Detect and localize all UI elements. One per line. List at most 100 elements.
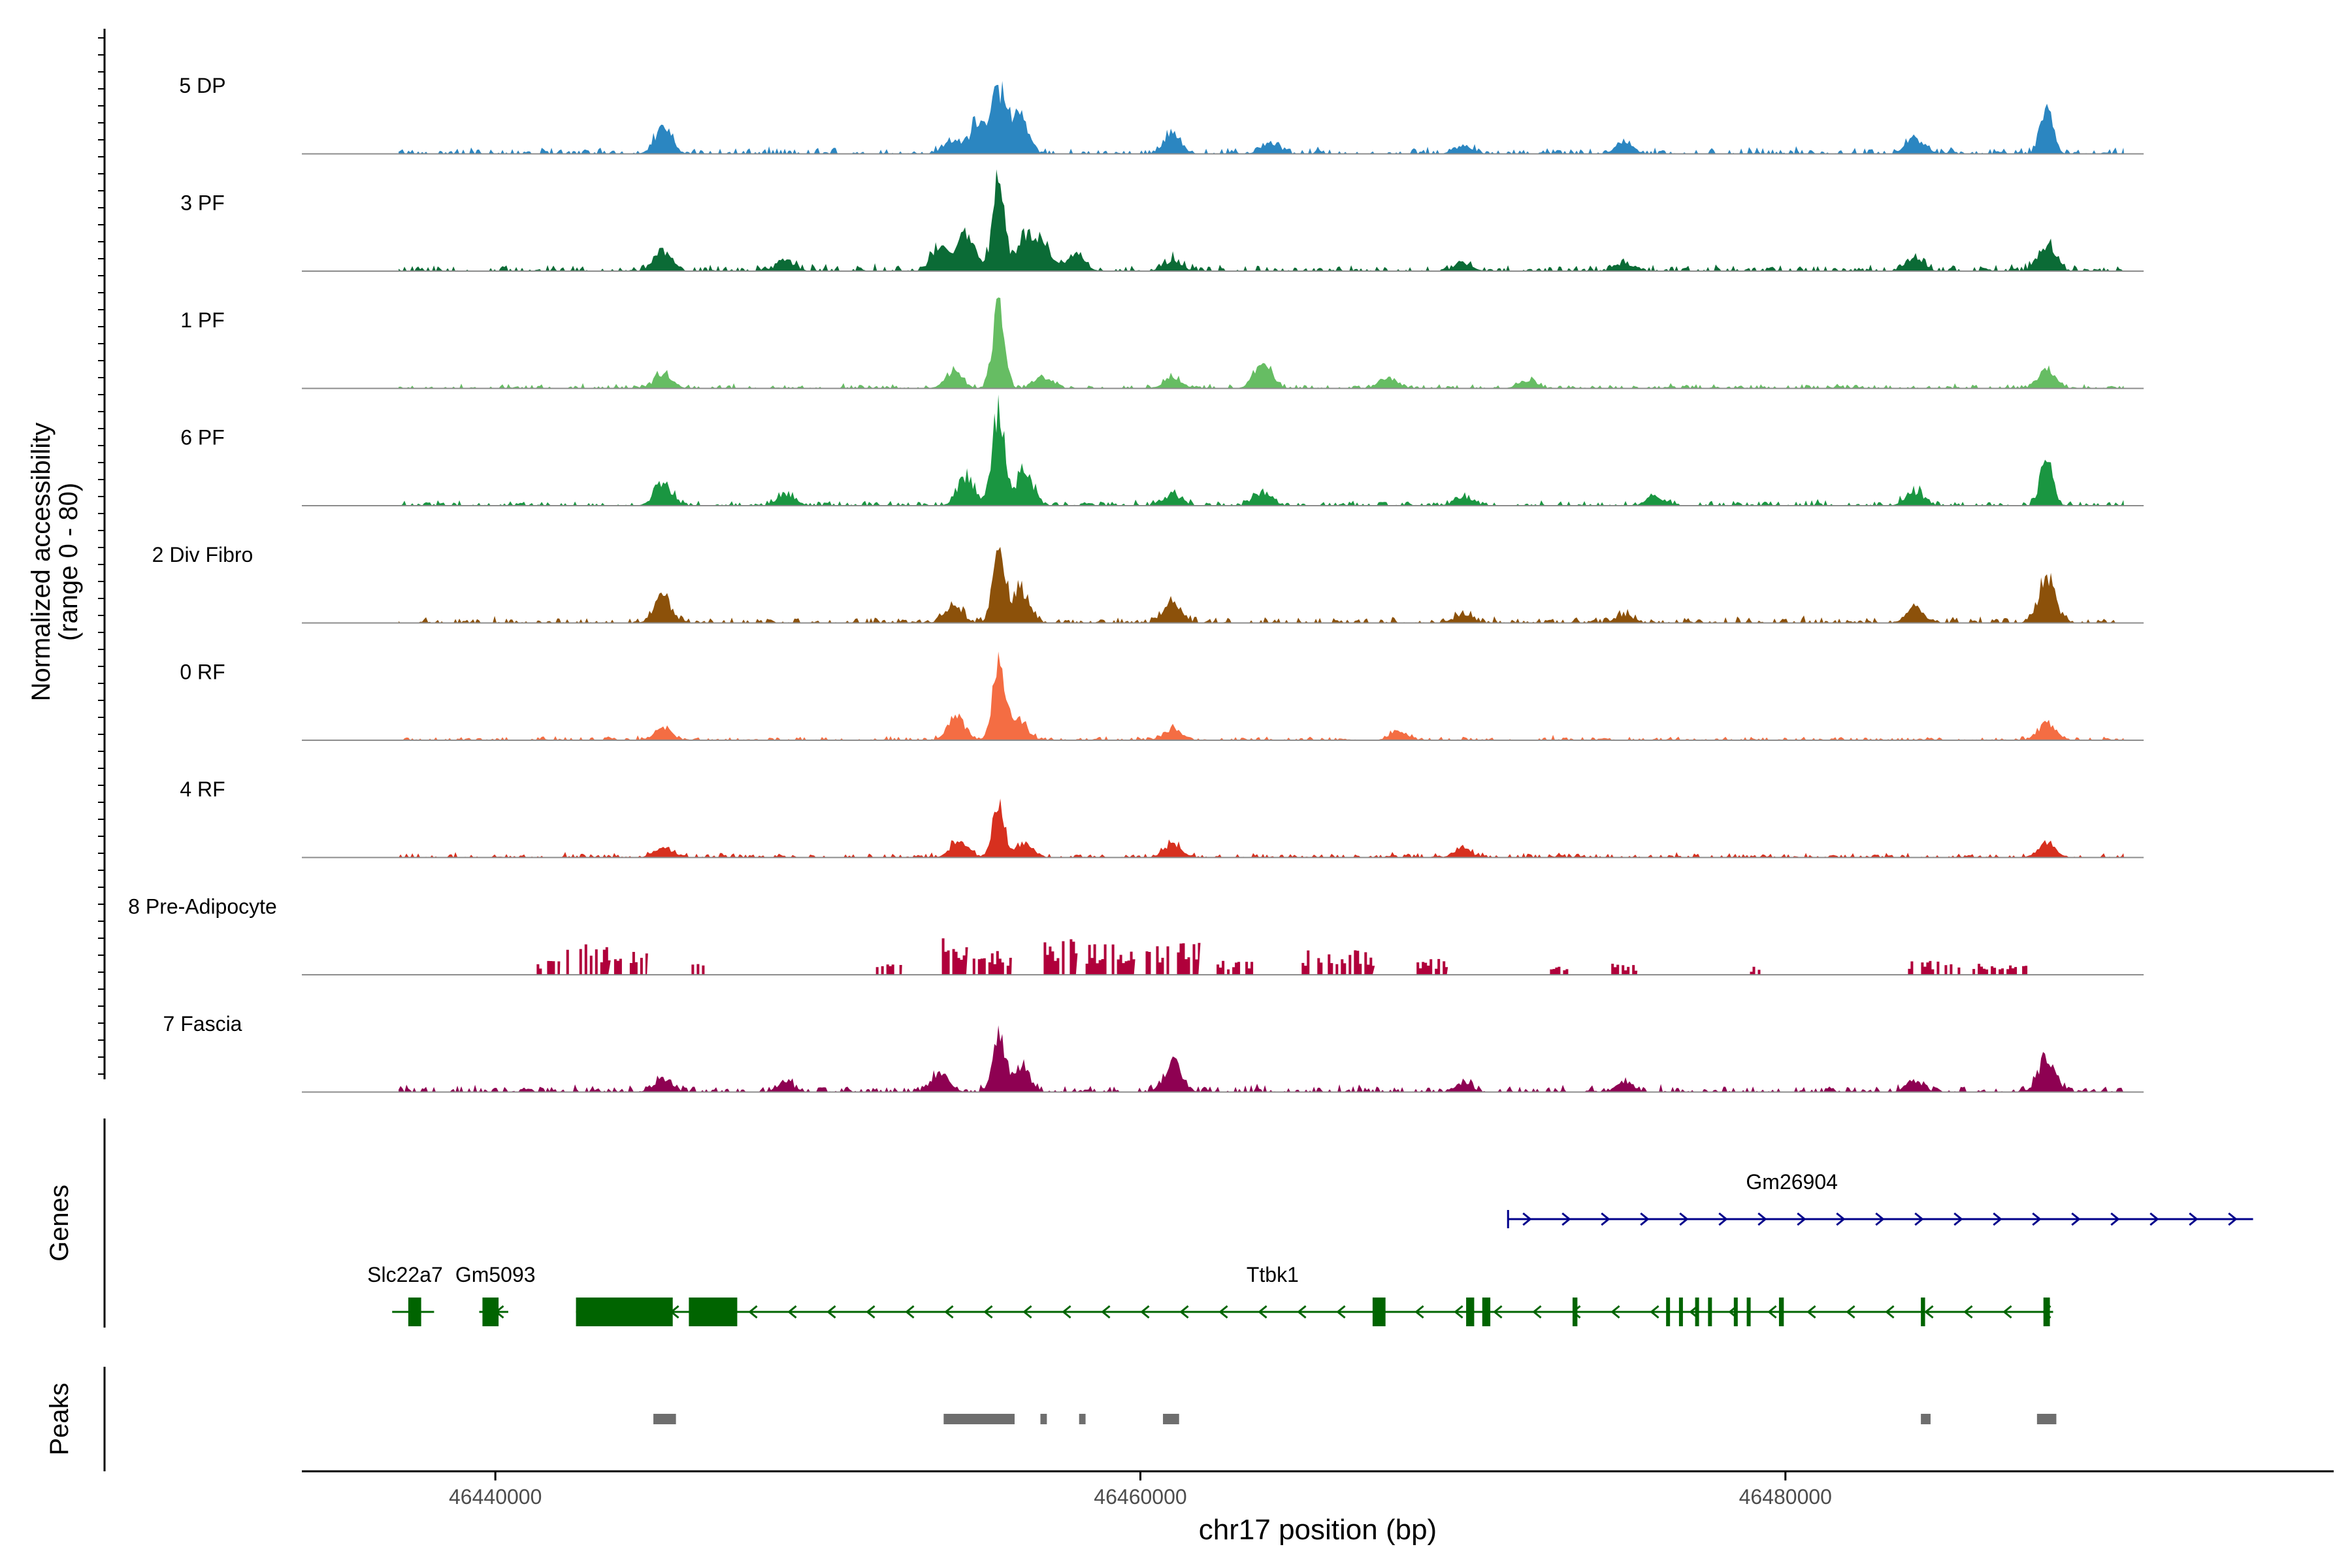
peak-region [1079,1414,1086,1424]
gene-label: Ttbk1 [1247,1263,1299,1286]
coverage-block [1750,966,1763,975]
coverage-block [1043,939,1078,975]
exon [1666,1298,1671,1326]
coverage-tracks: 5 DP 3 PF 1 PF 6 PF 2 Div Fibro 0 RF 4 RF 8 Pre… [128,74,2144,1093]
track-6-pf: 6 PF [180,395,2144,506]
strand-arrow [1336,1305,1346,1319]
strand-arrow [1610,1305,1620,1319]
coverage-block [1550,966,1571,975]
strand-arrow [1718,1212,1728,1226]
strand-arrow [1179,1305,1189,1319]
strand-arrow [1924,1305,1934,1319]
strand-arrow [983,1305,993,1319]
strand-arrow [1767,1305,1777,1319]
gene-label: Slc22a7 [367,1263,443,1286]
strand-arrow [826,1305,836,1319]
strand-arrow [1914,1212,1924,1226]
peaks-track [653,1414,2057,1424]
exon [1482,1298,1491,1326]
coverage-block [1140,943,1201,975]
exon [1733,1298,1738,1326]
strand-arrow [1650,1305,1659,1319]
strand-arrow [866,1305,875,1319]
coverage-block [689,964,708,975]
coverage-block [1211,960,1259,975]
coverage-block [1908,960,1963,975]
strand-arrow [1414,1305,1424,1319]
strand-arrow [1993,1212,2002,1226]
track-7-fascia: 7 Fascia [163,1012,2144,1093]
peaks-panel-label: Peaks [45,1382,74,1455]
strand-arrow [1258,1305,1267,1319]
exon [1572,1298,1578,1326]
track-label: 5 DP [179,74,225,97]
coverage-block [1611,964,1638,975]
strand-arrow [1493,1305,1503,1319]
strand-arrow [1640,1212,1650,1226]
strand-arrow [1797,1212,1806,1226]
strand-arrow [2189,1212,2198,1226]
coverage-block [566,944,611,975]
x-axis-title: chr17 position (bp) [1199,1514,1437,1546]
track-0-rf: 0 RF [180,651,2144,741]
genes-panel-label: Genes [45,1184,74,1262]
x-axis: 46440000 46460000 46480000 [449,1471,1832,1509]
strand-arrow [1806,1305,1816,1319]
gene-slc22a7: Slc22a7 [367,1263,443,1326]
track-label: 7 Fascia [163,1012,242,1036]
exon [1372,1298,1386,1326]
strand-arrow [2032,1212,2042,1226]
strand-arrow [1963,1305,1973,1319]
track-label: 0 RF [180,661,225,684]
strand-arrow [1532,1305,1542,1319]
peak-region [2036,1414,2057,1424]
peak-region [1163,1414,1179,1424]
strand-arrow [1836,1212,1846,1226]
coverage-block [1972,964,2033,975]
gene-annotation-track: Gm26904 Slc22a7 Gm5093 Ttbk1 [367,1170,2253,1326]
strand-arrow [1561,1212,1571,1226]
coverage-block [611,952,648,975]
coverage-block [534,960,561,975]
strand-arrow [748,1305,758,1319]
strand-arrow [1454,1305,1463,1319]
strand-arrow [1601,1212,1610,1226]
coverage-block [1411,958,1448,975]
strand-arrow [1875,1212,1885,1226]
peak-region [1040,1414,1047,1424]
strand-arrow [2149,1212,2159,1226]
coverage-block [1085,944,1135,975]
exon [1746,1298,1751,1326]
track-1-pf: 1 PF [180,297,2144,389]
coverage-y-axis [98,29,106,1079]
track-label: 1 PF [180,308,225,332]
exon [2043,1298,2050,1326]
peak-region [943,1414,1015,1424]
track-3-pf: 3 PF [180,169,2144,272]
track-5-dp: 5 DP [179,74,2144,155]
track-8-pre-adipocyte: 8 Pre-Adipocyte [128,895,2144,975]
y-axis-title-line1: Normalized accessibility [27,423,56,702]
strand-arrow [2228,1212,2238,1226]
coverage-block [875,964,902,975]
strand-arrow [1953,1212,1963,1226]
strand-arrow [1062,1305,1071,1319]
strand-arrow [1885,1305,1895,1319]
track-label: 4 RF [180,777,225,801]
coverage-block [972,951,1012,975]
track-2-div-fibro: 2 Div Fibro [152,543,2144,624]
gene-label: Gm26904 [1746,1170,1838,1194]
strand-arrow [1522,1212,1532,1226]
track-4-rf: 4 RF [180,777,2144,858]
coverage-block [1301,950,1375,975]
x-tick-label: 46480000 [1739,1485,1832,1509]
strand-arrow [1679,1212,1689,1226]
strand-arrow [1846,1305,1855,1319]
strand-arrow [1140,1305,1150,1319]
exon [576,1298,673,1326]
strand-arrow [1022,1305,1032,1319]
exon [1695,1298,1699,1326]
exon [408,1298,421,1326]
